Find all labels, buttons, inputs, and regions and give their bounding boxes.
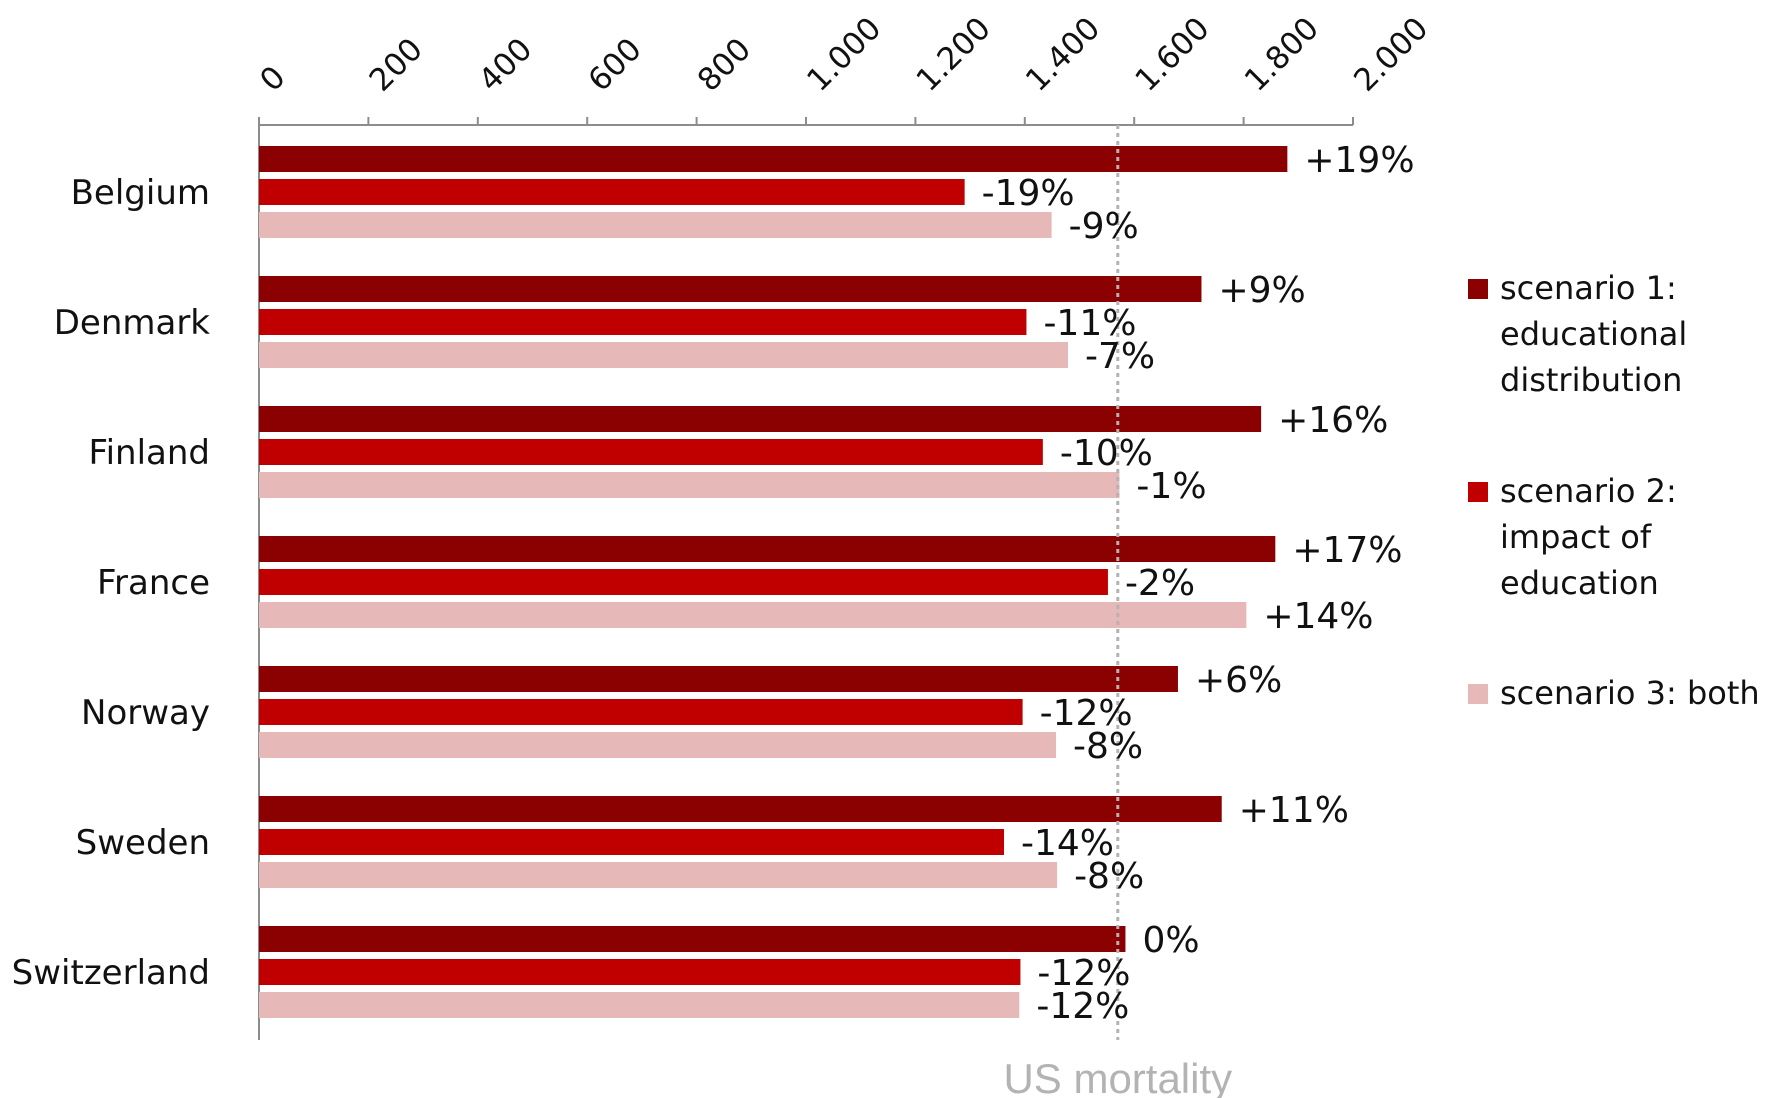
data-label: -8% bbox=[1074, 856, 1144, 897]
data-label: +16% bbox=[1278, 400, 1388, 441]
data-label: 0% bbox=[1142, 920, 1199, 961]
us-mortality-reference: US mortality bbox=[1003, 125, 1232, 1098]
x-tick-label: 200 bbox=[363, 31, 430, 98]
legend-entry-text: scenario 2: bbox=[1500, 472, 1677, 510]
bar bbox=[259, 536, 1276, 562]
x-tick-label: 0 bbox=[253, 59, 292, 98]
bar bbox=[259, 146, 1288, 172]
bars bbox=[259, 146, 1288, 1018]
legend-entry-text: educational bbox=[1500, 315, 1687, 353]
legend-swatch bbox=[1468, 684, 1488, 704]
data-label: +6% bbox=[1195, 660, 1282, 701]
x-tick-label: 1.000 bbox=[800, 10, 888, 98]
legend-swatch bbox=[1468, 482, 1488, 502]
bar bbox=[259, 666, 1178, 692]
bar bbox=[259, 959, 1021, 985]
bar bbox=[259, 926, 1126, 952]
bar bbox=[259, 179, 965, 205]
x-tick-label: 2.000 bbox=[1347, 10, 1435, 98]
x-tick-label: 400 bbox=[472, 31, 539, 98]
legend-entry-text: scenario 1: bbox=[1500, 269, 1677, 307]
data-label: +11% bbox=[1239, 790, 1349, 831]
bar bbox=[259, 602, 1247, 628]
data-label: -12% bbox=[1040, 693, 1133, 734]
data-label: +9% bbox=[1218, 270, 1305, 311]
data-labels: +19% -19%-9% +9% -11%-7% +16% -10%-1% +17% -2% +… bbox=[982, 140, 1415, 1027]
x-tick-label: 1.400 bbox=[1019, 10, 1107, 98]
category-label: Finland bbox=[89, 433, 211, 473]
category-label: Belgium bbox=[71, 173, 210, 213]
bar bbox=[259, 992, 1020, 1018]
data-label: -12% bbox=[1036, 986, 1129, 1027]
bar bbox=[259, 212, 1052, 238]
legend-entry-text: scenario 3: both bbox=[1500, 674, 1760, 712]
bar bbox=[259, 862, 1058, 888]
bar bbox=[259, 829, 1005, 855]
reference-line-label: US mortality bbox=[1003, 1055, 1232, 1098]
category-labels: Belgium Denmark Finland France Norway Sweden S… bbox=[12, 173, 211, 993]
legend-entry-text: education bbox=[1500, 564, 1659, 602]
data-label: -7% bbox=[1085, 336, 1155, 377]
bar bbox=[259, 796, 1222, 822]
legend: scenario 1: educational distribution scenar… bbox=[1468, 269, 1760, 712]
bar bbox=[259, 699, 1023, 725]
data-label: -2% bbox=[1125, 563, 1195, 604]
category-label: France bbox=[97, 563, 210, 603]
category-label: Switzerland bbox=[12, 953, 210, 993]
data-label: +17% bbox=[1292, 530, 1402, 571]
legend-swatch bbox=[1468, 279, 1488, 299]
data-label: -9% bbox=[1069, 206, 1139, 247]
data-label: -12% bbox=[1037, 953, 1130, 994]
bar bbox=[259, 406, 1262, 432]
x-tick-label: 1.800 bbox=[1238, 10, 1326, 98]
data-label: -19% bbox=[982, 173, 1075, 214]
data-label: -8% bbox=[1073, 726, 1143, 767]
bar bbox=[259, 309, 1027, 335]
data-label: -10% bbox=[1060, 433, 1153, 474]
x-tick-label: 600 bbox=[581, 31, 648, 98]
category-label: Denmark bbox=[54, 303, 211, 343]
bar bbox=[259, 472, 1120, 498]
x-tick-label: 1.600 bbox=[1128, 10, 1216, 98]
data-label: -14% bbox=[1021, 823, 1114, 864]
data-label: -11% bbox=[1043, 303, 1136, 344]
data-label: +19% bbox=[1304, 140, 1414, 181]
category-label: Sweden bbox=[76, 823, 210, 863]
category-label: Norway bbox=[81, 693, 210, 733]
x-tick-label: 800 bbox=[691, 31, 758, 98]
bar bbox=[259, 732, 1056, 758]
data-label: -1% bbox=[1136, 466, 1206, 507]
x-tick-label: 1.200 bbox=[910, 10, 998, 98]
bar bbox=[259, 342, 1069, 368]
bar bbox=[259, 276, 1202, 302]
legend-entry-text: distribution bbox=[1500, 361, 1682, 399]
bar bbox=[259, 569, 1108, 595]
bar bbox=[259, 439, 1043, 465]
data-label: +14% bbox=[1263, 596, 1373, 637]
legend-entry-text: impact of bbox=[1500, 518, 1652, 556]
